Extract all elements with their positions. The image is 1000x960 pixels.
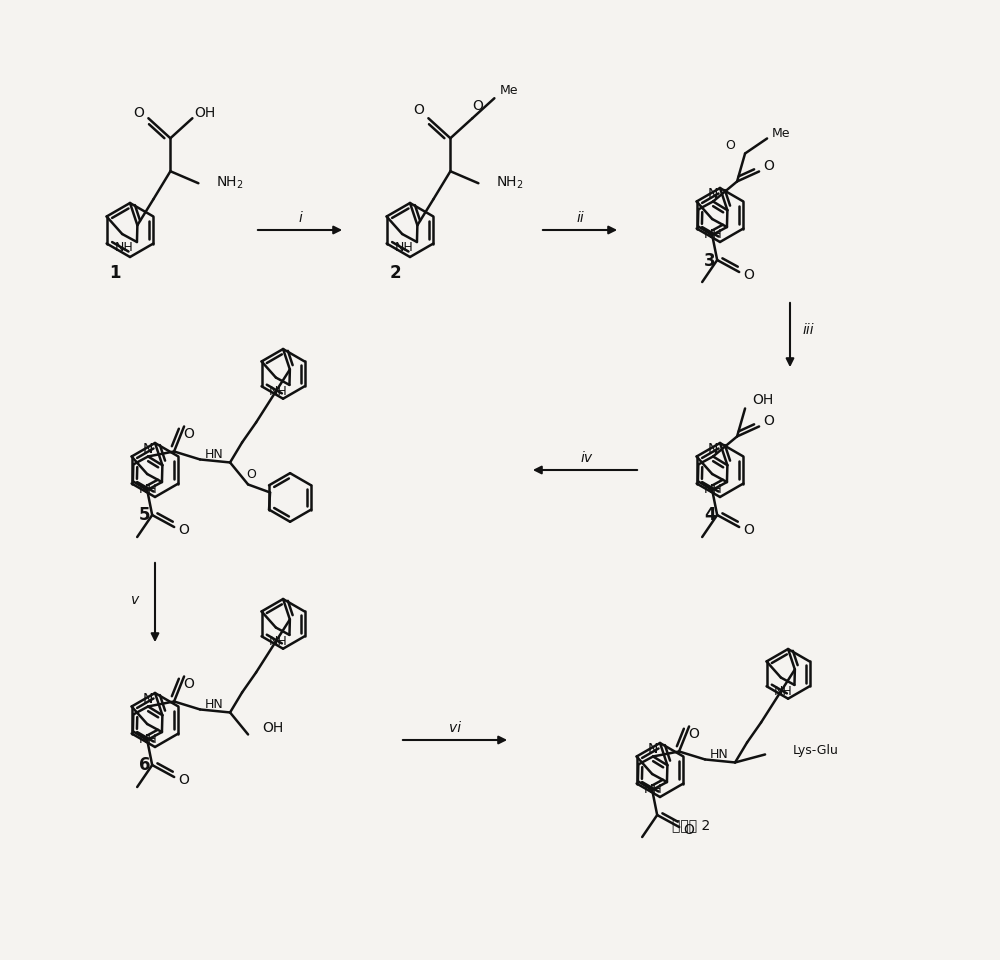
Text: NH$_2$: NH$_2$: [216, 175, 244, 191]
Text: 4: 4: [704, 507, 716, 524]
Text: HN: HN: [205, 448, 224, 461]
Text: N: N: [708, 443, 718, 456]
Text: NH: NH: [773, 684, 792, 698]
Text: O: O: [764, 159, 775, 174]
Text: O: O: [133, 107, 144, 120]
Text: NH: NH: [268, 635, 287, 648]
Text: 1: 1: [109, 265, 121, 282]
Text: ii: ii: [576, 211, 584, 225]
Text: iii: iii: [802, 323, 814, 337]
Text: O: O: [764, 415, 775, 428]
Text: O: O: [744, 268, 755, 282]
Text: N: N: [648, 742, 658, 756]
Text: O: O: [413, 104, 424, 117]
Text: i: i: [298, 211, 302, 225]
Text: NH: NH: [704, 228, 723, 241]
Text: NH: NH: [395, 241, 413, 254]
Text: NH: NH: [644, 783, 663, 796]
Text: Lys-Glu: Lys-Glu: [793, 744, 839, 757]
Text: Me: Me: [499, 84, 518, 97]
Text: O: O: [179, 773, 190, 787]
Text: O: O: [689, 728, 700, 741]
Text: v: v: [131, 593, 139, 607]
Text: N: N: [143, 692, 153, 707]
Text: O: O: [184, 427, 195, 442]
Text: NH$_2$: NH$_2$: [496, 175, 524, 191]
Text: O: O: [246, 468, 256, 481]
Text: vi: vi: [449, 721, 461, 735]
Text: OH: OH: [262, 722, 283, 735]
Text: O: O: [744, 523, 755, 537]
Text: O: O: [725, 139, 735, 152]
Text: 3: 3: [704, 252, 716, 270]
Text: Me: Me: [772, 127, 791, 140]
Text: OH: OH: [752, 394, 774, 407]
Text: 2: 2: [389, 265, 401, 282]
Text: 5: 5: [139, 507, 151, 524]
Text: O: O: [179, 523, 190, 537]
Text: HN: HN: [710, 748, 729, 761]
Text: NH: NH: [268, 385, 287, 397]
Text: iv: iv: [581, 451, 593, 465]
Text: NH: NH: [139, 733, 158, 746]
Text: N: N: [708, 187, 718, 202]
Text: OH: OH: [194, 107, 215, 120]
Text: NH: NH: [139, 483, 158, 496]
Text: O: O: [472, 99, 483, 113]
Text: O: O: [684, 823, 695, 837]
Text: 化合物 2: 化合物 2: [672, 819, 710, 832]
Text: HN: HN: [205, 698, 224, 711]
Text: O: O: [184, 678, 195, 691]
Text: N: N: [143, 443, 153, 456]
Text: NH: NH: [115, 241, 133, 254]
Text: 6: 6: [139, 756, 151, 775]
Text: NH: NH: [704, 483, 723, 496]
